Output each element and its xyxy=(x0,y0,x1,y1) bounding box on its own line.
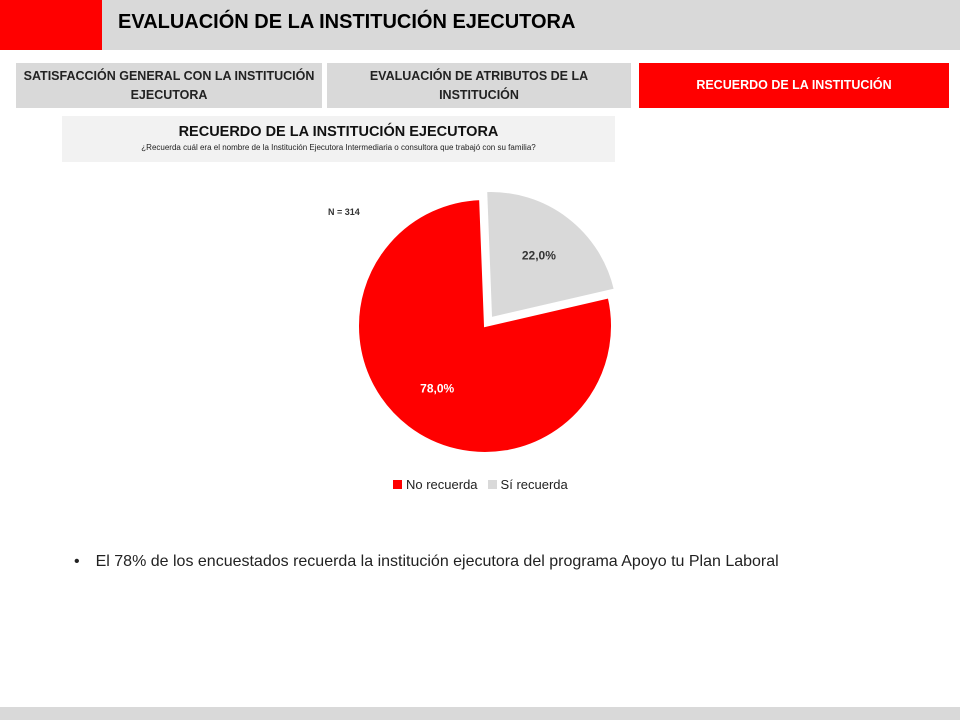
bullet-text: El 78% de los encuestados recuerda la in… xyxy=(95,553,779,570)
tab-recuerdo-institucion[interactable]: RECUERDO DE LA INSTITUCIÓN xyxy=(639,63,949,108)
footer-bar xyxy=(0,707,960,720)
header-bar xyxy=(0,0,960,50)
survey-question: ¿Recuerda cuál era el nombre de la Insti… xyxy=(141,143,536,152)
bullet-dot: • xyxy=(74,553,80,570)
legend-swatch-no-recuerda xyxy=(393,480,402,489)
section-panel: RECUERDO DE LA INSTITUCIÓN EJECUTORA ¿Re… xyxy=(62,116,615,162)
header-accent-block xyxy=(0,0,102,50)
pie-data-label-sí-recuerda: 22,0% xyxy=(522,249,556,263)
chart-legend: No recuerda Sí recuerda xyxy=(393,477,578,492)
bullet-item: • El 78% de los encuestados recuerda la … xyxy=(74,553,779,571)
pie-slice-no-recuerda xyxy=(357,198,613,454)
legend-label-si-recuerda: Sí recuerda xyxy=(500,477,568,492)
pie-data-label-no-recuerda: 78,0% xyxy=(420,382,454,396)
legend-item-no-recuerda: No recuerda xyxy=(393,477,478,492)
section-title: RECUERDO DE LA INSTITUCIÓN EJECUTORA xyxy=(178,124,499,140)
page-title: EVALUACIÓN DE LA INSTITUCIÓN EJECUTORA xyxy=(118,11,576,33)
tab-evaluacion-atributos[interactable]: EVALUACIÓN DE ATRIBUTOS DE LA INSTITUCIÓ… xyxy=(327,63,631,108)
pie-slice-sí-recuerda xyxy=(485,190,617,320)
pie-labels-group: 22,0% 78,0% xyxy=(420,249,556,396)
pie-slices-group xyxy=(357,190,617,454)
legend-swatch-si-recuerda xyxy=(487,480,497,489)
legend-label-no-recuerda: No recuerda xyxy=(406,477,478,492)
sample-size-label: N = 314 xyxy=(328,207,360,217)
tab-satisfaccion-general[interactable]: SATISFACCIÓN GENERAL CON LA INSTITUCIÓN … xyxy=(16,63,322,108)
legend-item-si-recuerda: Sí recuerda xyxy=(487,477,568,492)
